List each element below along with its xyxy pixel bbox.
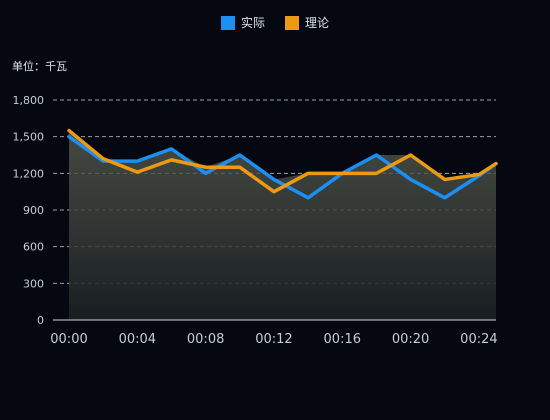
x-tick-label: 00:00 [50,332,87,347]
y-tick-label: 1,200 [13,167,45,180]
y-tick-label: 1,800 [13,94,45,107]
legend-item-actual[interactable]: 实际 [220,14,265,31]
legend: 实际 理论 [0,14,550,31]
series-line-actual[interactable] [67,134,498,200]
legend-swatch-theoretical [285,15,299,30]
legend-item-theoretical[interactable]: 理论 [285,14,329,31]
y-tick-label: 900 [23,204,44,217]
unit-label: 单位：千瓦 [12,60,67,73]
legend-swatch-actual [220,15,235,30]
x-tick-label: 00:08 [187,332,224,347]
legend-label-actual: 实际 [240,16,265,30]
y-tick-label: 300 [23,277,44,290]
x-tick-label: 00:12 [255,332,292,347]
x-tick-label: 00:24 [460,332,497,347]
legend-label-theoretical: 理论 [305,16,330,30]
area-fill-path [69,130,496,320]
axes: 0 300 600 900 1,200 1,500 1,800 00:00 00:04 00:08… [13,94,498,347]
y-tick-label: 1,500 [13,131,45,144]
area-fill [69,130,496,320]
x-tick-label: 00:16 [324,332,361,347]
series-lines [67,128,498,200]
x-tick-label: 00:20 [392,332,429,347]
x-tick-label: 00:04 [119,332,156,347]
y-tick-label: 0 [37,314,44,327]
series-line-theoretical[interactable] [67,128,498,194]
y-tick-label: 600 [23,241,44,254]
